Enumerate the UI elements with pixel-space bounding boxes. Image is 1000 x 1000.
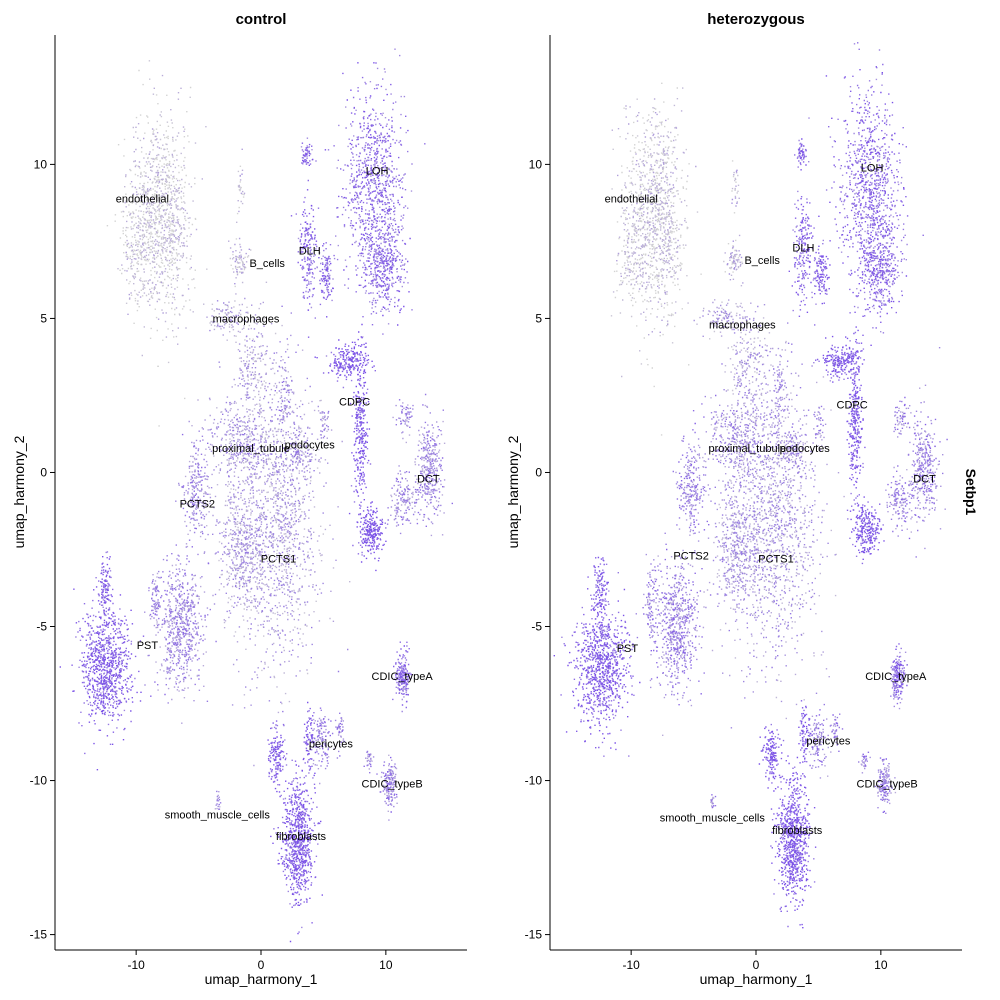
cluster-label-pericytes: pericytes: [806, 736, 851, 748]
cell-points-expr-8: [78, 62, 453, 905]
cluster-label-smooth-muscle-cells: smooth_muscle_cells: [165, 809, 271, 821]
y-tick-label: 5: [40, 311, 47, 325]
cluster-label-macrophages: macrophages: [709, 320, 776, 332]
cluster-label-endothelial: endothelial: [605, 193, 658, 205]
cluster-label-podocytes: podocytes: [780, 443, 831, 455]
y-tick-label: -15: [30, 928, 48, 942]
cluster-labels: endothelial LOH DLH B_cells macrophages CDPC p…: [605, 163, 936, 837]
cluster-label-cdic-typeb: CDIC_typeB: [362, 779, 423, 791]
x-tick-label: 10: [379, 958, 393, 972]
panel-heterozygous: heterozygous endothelial LOH DLH B_cellsmac…: [505, 11, 962, 987]
cluster-label-pcts2: PCTS2: [180, 498, 215, 510]
y-tick-label: -5: [531, 620, 542, 634]
cluster-label-cdpc: CDPC: [837, 400, 868, 412]
cluster-labels: endothelial LOH DLH B_cells macrophages CDPC p…: [116, 166, 440, 843]
y-tick-label: 5: [535, 311, 542, 325]
cluster-label-loh: LOH: [366, 166, 389, 178]
y-ticks: -15 -10 -5 0 5 10: [525, 157, 550, 942]
y-tick-label: -10: [525, 774, 543, 788]
x-tick-label: 10: [874, 958, 888, 972]
x-tick-label: 0: [258, 958, 265, 972]
cell-points-expr-3: [121, 74, 446, 812]
cell-points-expr-7: [77, 78, 444, 933]
cell-points-expr-8: [560, 42, 948, 928]
cluster-label-pcts1: PCTS1: [261, 554, 296, 566]
cluster-label-proximal-tubule: proximal_tubule: [708, 443, 786, 455]
cluster-label-cdic-typea: CDIC_typeA: [865, 671, 927, 683]
cluster-label-pcts1: PCTS1: [758, 554, 793, 566]
cell-points-expr-2: [612, 87, 846, 804]
cell-points-expr-9: [568, 90, 936, 926]
cluster-label-pst: PST: [617, 643, 639, 655]
cluster-label-cdic-typeb: CDIC_typeB: [857, 779, 918, 791]
cell-points-expr-3: [611, 98, 938, 804]
cluster-label-pericytes: pericytes: [309, 739, 354, 751]
cell-points-expr-10: [72, 62, 411, 943]
cell-points-expr-0: [106, 69, 249, 427]
cluster-label-b-cells: B_cells: [744, 255, 780, 267]
y-ticks: -15 -10 -5 0 5 10: [30, 157, 55, 942]
y-tick-label: 0: [40, 465, 47, 479]
x-axis-title: umap_harmony_1: [205, 971, 318, 987]
x-ticks: -10 0 10: [622, 950, 888, 972]
cell-points: [59, 48, 453, 943]
cell-points-expr-10: [553, 66, 908, 929]
y-tick-label: 10: [529, 157, 543, 171]
cell-points-expr-5: [144, 71, 446, 821]
x-tick-label: -10: [127, 958, 145, 972]
cluster-label-macrophages: macrophages: [213, 313, 280, 325]
cluster-label-fibroblasts: fibroblasts: [276, 831, 327, 843]
y-tick-label: 10: [34, 157, 48, 171]
cluster-label-fibroblasts: fibroblasts: [772, 825, 823, 837]
cluster-label-endothelial: endothelial: [116, 193, 169, 205]
cluster-label-loh: LOH: [861, 163, 884, 175]
cell-points-expr-9: [59, 72, 412, 924]
cluster-label-podocytes: podocytes: [285, 440, 336, 452]
cluster-label-pst: PST: [137, 640, 159, 652]
cluster-label-dct: DCT: [913, 474, 936, 486]
panel-control: control endothelial LOH DLH B_cells macropha…: [11, 11, 467, 987]
y-tick-label: -10: [30, 774, 48, 788]
cluster-label-b-cells: B_cells: [249, 258, 285, 270]
cell-points: [553, 42, 948, 929]
x-tick-label: -10: [622, 958, 640, 972]
cell-points-expr-6: [561, 43, 941, 814]
cluster-label-dct: DCT: [417, 474, 440, 486]
y-tick-label: -15: [525, 928, 543, 942]
cell-points-expr-4: [125, 128, 445, 805]
panel-title: control: [236, 11, 287, 28]
cluster-label-dlh: DLH: [792, 243, 814, 255]
y-tick-label: 0: [535, 465, 542, 479]
x-axis-title: umap_harmony_1: [700, 971, 813, 987]
cluster-label-proximal-tubule: proximal_tubule: [212, 443, 290, 455]
cluster-label-smooth-muscle-cells: smooth_muscle_cells: [660, 813, 766, 825]
y-axis-title: umap_harmony_2: [505, 435, 521, 548]
x-ticks: -10 0 10: [127, 950, 393, 972]
cluster-label-dlh: DLH: [299, 246, 321, 258]
feature-strip-label: Setbp1: [963, 469, 979, 516]
x-tick-label: 0: [753, 958, 760, 972]
cluster-label-cdic-typea: CDIC_typeA: [372, 671, 434, 683]
panel-title: heterozygous: [707, 11, 805, 28]
cluster-label-cdpc: CDPC: [339, 397, 370, 409]
y-axis-title: umap_harmony_2: [11, 435, 27, 548]
y-tick-label: -5: [36, 620, 47, 634]
cluster-label-pcts2: PCTS2: [673, 551, 708, 563]
